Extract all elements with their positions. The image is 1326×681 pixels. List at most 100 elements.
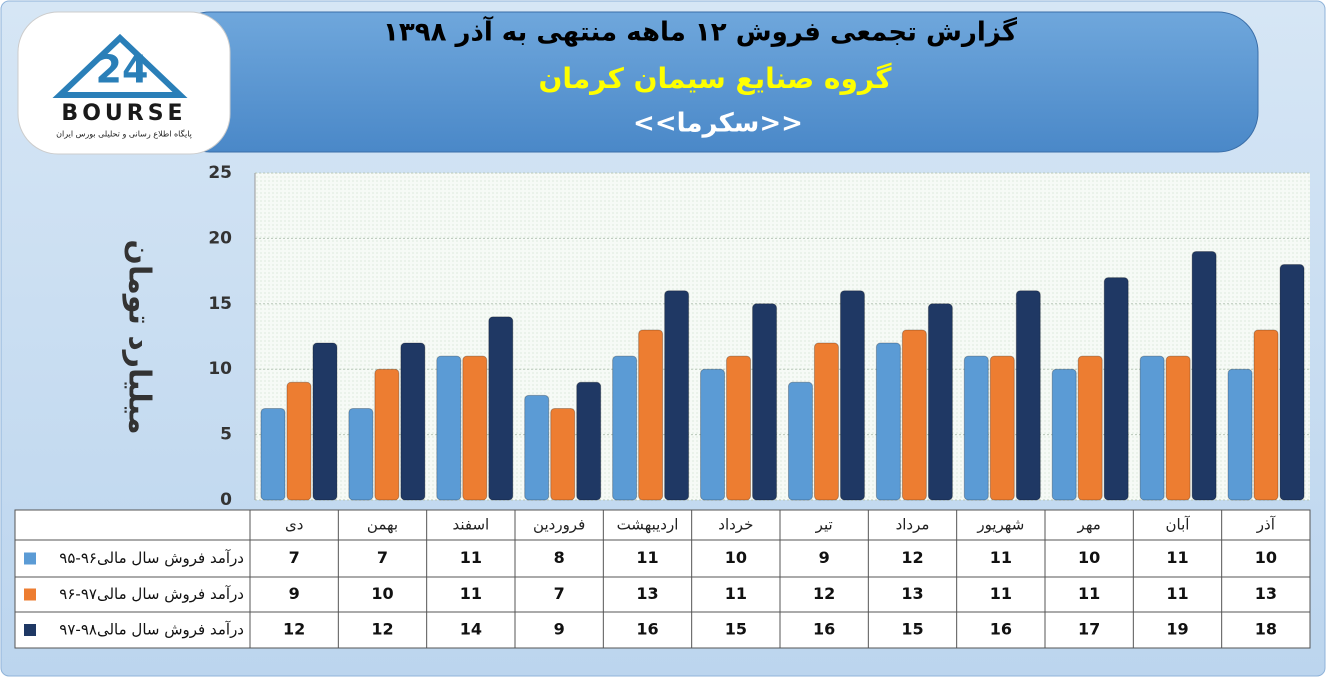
table-value: 11 — [460, 584, 482, 603]
table-value: 13 — [1255, 584, 1277, 603]
table-value: 9 — [554, 620, 565, 639]
x-tick-label: آبان — [1166, 516, 1191, 534]
y-tick-label: 5 — [220, 425, 232, 445]
table-value: 11 — [636, 548, 658, 567]
legend-label: درآمد فروش سال مالی۹۶-۹۵ — [59, 549, 244, 567]
table-value: 15 — [901, 620, 923, 639]
bar — [1015, 290, 1041, 501]
table-value: 7 — [289, 548, 300, 567]
x-tick-label: آذر — [1256, 516, 1276, 534]
bar — [524, 394, 550, 501]
table-value: 16 — [636, 620, 658, 639]
bar — [612, 355, 638, 501]
bar — [664, 290, 690, 501]
y-tick-label: 25 — [208, 163, 232, 183]
logo-box — [17, 11, 231, 155]
table-value: 7 — [377, 548, 388, 567]
x-tick-label: مهر — [1077, 516, 1101, 534]
legend-swatch — [24, 624, 36, 636]
table-frame — [14, 509, 1311, 649]
bar — [312, 342, 338, 501]
bar — [927, 303, 953, 501]
bar — [576, 381, 602, 501]
table-value: 12 — [813, 584, 835, 603]
table-value: 16 — [813, 620, 835, 639]
table-value: 17 — [1078, 620, 1100, 639]
x-tick-label: دی — [285, 516, 303, 534]
x-tick-label: اردیبهشت — [617, 516, 679, 534]
bar — [638, 329, 664, 501]
bar — [901, 329, 927, 501]
logo-name: BOURSE — [61, 101, 186, 126]
table-value: 13 — [901, 584, 923, 603]
table-value: 8 — [554, 548, 565, 567]
x-tick-label: مرداد — [896, 516, 930, 534]
chart-title: گزارش تجمعی فروش ۱۲ ماهه منتهی به آذر ۱۳… — [383, 16, 1018, 48]
table-value: 19 — [1166, 620, 1188, 639]
bar — [875, 342, 901, 501]
bar — [400, 342, 426, 501]
x-tick-label: تیر — [815, 516, 833, 534]
bar — [550, 407, 576, 501]
bar — [726, 355, 752, 501]
table-value: 10 — [1078, 548, 1100, 567]
chart-subtitle: گروه صنایع سیمان کرمان — [538, 62, 892, 95]
logo-number: 24 — [96, 48, 149, 92]
chart-subtitle-2: <<سکرما>> — [633, 109, 803, 139]
bar — [1077, 355, 1103, 501]
bar — [1253, 329, 1279, 501]
table-value: 11 — [1166, 548, 1188, 567]
y-tick-label: 10 — [208, 359, 232, 379]
legend-label: درآمد فروش سال مالی۹۸-۹۷ — [59, 621, 244, 639]
bar — [963, 355, 989, 501]
bar — [813, 342, 839, 501]
bar — [787, 381, 813, 501]
bar — [989, 355, 1015, 501]
x-tick-label: اسفند — [452, 516, 489, 534]
x-tick-label: خرداد — [718, 516, 753, 534]
bar — [1227, 368, 1253, 501]
bar — [1051, 368, 1077, 501]
bar — [1191, 250, 1217, 501]
bar — [462, 355, 488, 501]
table-value: 10 — [725, 548, 747, 567]
table-value: 11 — [1078, 584, 1100, 603]
table-value: 12 — [283, 620, 305, 639]
y-tick-label: 20 — [208, 228, 232, 248]
bar — [488, 316, 514, 501]
bar — [1279, 264, 1305, 501]
table-value: 9 — [289, 584, 300, 603]
bar — [1139, 355, 1165, 501]
legend-swatch — [24, 552, 36, 565]
table-value: 18 — [1255, 620, 1277, 639]
bar — [1165, 355, 1191, 501]
y-tick-label: 15 — [208, 294, 232, 314]
bar — [348, 407, 374, 501]
table-value: 11 — [725, 584, 747, 603]
table-value: 10 — [371, 584, 393, 603]
table-value: 7 — [554, 584, 565, 603]
bar — [436, 355, 462, 501]
x-tick-label: فروردین — [533, 516, 585, 534]
bar — [839, 290, 865, 501]
y-tick-label: 0 — [220, 490, 232, 510]
table-value: 9 — [819, 548, 830, 567]
plot-area — [255, 173, 1310, 500]
table-value: 11 — [1166, 584, 1188, 603]
logo-shape — [52, 33, 188, 98]
table-value: 10 — [1255, 548, 1277, 567]
table-value: 13 — [636, 584, 658, 603]
legend-label: درآمد فروش سال مالی۹۷-۹۶ — [59, 585, 244, 603]
bar — [1103, 277, 1129, 501]
bar — [286, 381, 312, 501]
y-axis-label: میلیارد تومان — [122, 239, 157, 434]
bar — [260, 407, 286, 501]
table-value: 11 — [460, 548, 482, 567]
x-tick-label: بهمن — [367, 516, 398, 534]
table-value: 14 — [460, 620, 482, 639]
bar — [700, 368, 726, 501]
table-value: 11 — [990, 584, 1012, 603]
table-value: 11 — [990, 548, 1012, 567]
